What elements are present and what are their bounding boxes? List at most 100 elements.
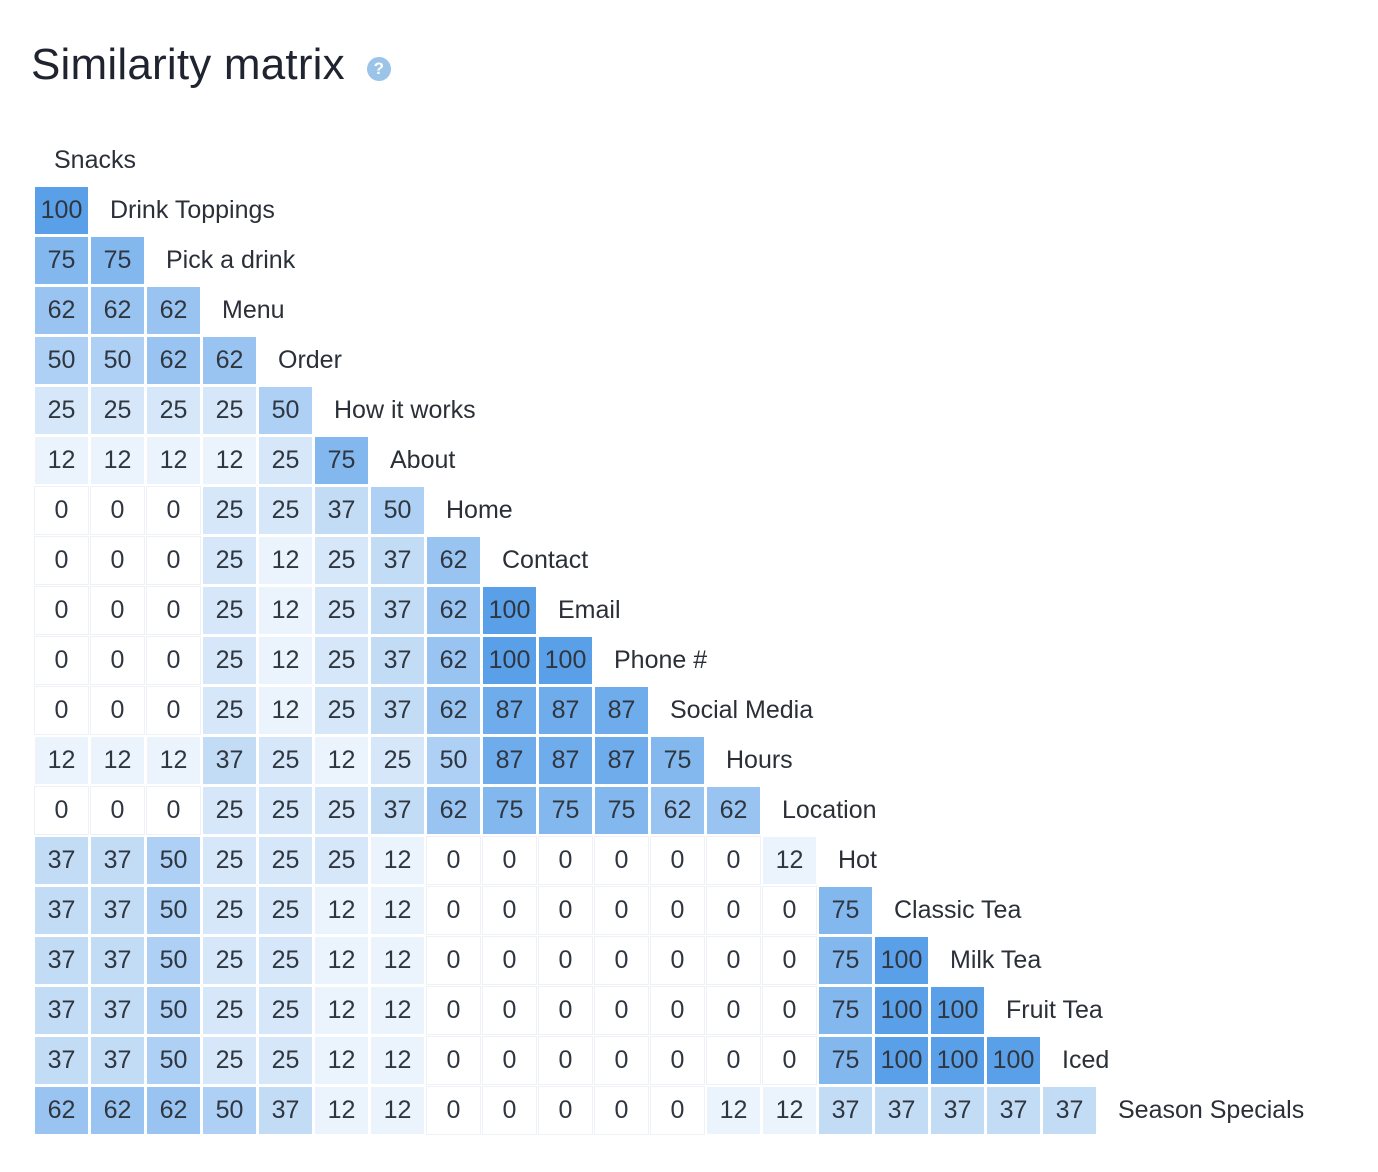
matrix-cell: 37 (90, 986, 145, 1035)
matrix-cell: 50 (146, 936, 201, 985)
matrix-cell: 37 (370, 686, 425, 735)
matrix-cell: 37 (370, 636, 425, 685)
matrix-cell: 37 (370, 536, 425, 585)
row-label: Milk Tea (950, 946, 1042, 974)
matrix-cell: 0 (426, 986, 481, 1035)
matrix-cell: 75 (482, 786, 537, 835)
matrix-cell: 0 (706, 886, 761, 935)
matrix-cell: 50 (202, 1086, 257, 1135)
help-icon[interactable]: ? (366, 57, 391, 81)
matrix-cell: 25 (202, 536, 257, 585)
matrix-cell: 100 (930, 986, 985, 1035)
row-label: Pick a drink (166, 246, 296, 274)
row-label: How it works (334, 396, 476, 424)
matrix-cell: 50 (146, 836, 201, 885)
matrix-cell: 75 (314, 436, 369, 485)
matrix-cell: 75 (650, 736, 705, 785)
matrix-cell: 62 (426, 536, 481, 585)
matrix-cell: 62 (146, 1086, 201, 1135)
matrix-cell: 75 (818, 936, 873, 985)
row-label: Social Media (670, 696, 814, 724)
matrix-cell: 37 (90, 886, 145, 935)
matrix-cell: 100 (34, 186, 89, 235)
matrix-cell: 62 (650, 786, 705, 835)
matrix-cell: 37 (90, 1036, 145, 1085)
row-label: Season Specials (1118, 1096, 1305, 1124)
matrix-cell: 50 (146, 986, 201, 1035)
matrix-cell: 75 (538, 786, 593, 835)
matrix-cell: 12 (258, 636, 313, 685)
matrix-cell: 12 (146, 436, 201, 485)
matrix-cell: 37 (818, 1086, 873, 1135)
matrix-cell: 0 (34, 636, 89, 685)
matrix-cell: 25 (202, 936, 257, 985)
matrix-cell: 0 (90, 586, 145, 635)
matrix-cell: 0 (594, 886, 649, 935)
matrix-cell: 100 (986, 1036, 1041, 1085)
matrix-cell: 25 (258, 1036, 313, 1085)
matrix-cell: 12 (34, 436, 89, 485)
matrix-cell: 25 (202, 636, 257, 685)
matrix-cell: 0 (34, 686, 89, 735)
matrix-cell: 0 (146, 486, 201, 535)
matrix-cell: 87 (594, 736, 649, 785)
matrix-cell: 75 (90, 236, 145, 285)
matrix-cell: 0 (650, 836, 705, 885)
matrix-cell: 25 (202, 1036, 257, 1085)
matrix-cell: 25 (258, 886, 313, 935)
matrix-cell: 0 (650, 1036, 705, 1085)
matrix-cell: 25 (202, 486, 257, 535)
matrix-cell: 0 (426, 886, 481, 935)
matrix-cell: 75 (818, 1036, 873, 1085)
matrix-cell: 25 (146, 386, 201, 435)
matrix-cell: 0 (146, 636, 201, 685)
matrix-cell: 25 (258, 486, 313, 535)
matrix-cell: 100 (874, 1036, 929, 1085)
matrix-cell: 0 (538, 1086, 593, 1135)
matrix-cell: 0 (146, 536, 201, 585)
matrix-cell: 37 (90, 936, 145, 985)
matrix-cell: 0 (594, 1086, 649, 1135)
matrix-cell: 100 (538, 636, 593, 685)
matrix-cell: 62 (706, 786, 761, 835)
matrix-cell: 25 (202, 686, 257, 735)
matrix-cell: 62 (146, 336, 201, 385)
matrix-cell: 12 (762, 1086, 817, 1135)
matrix-cell: 25 (370, 736, 425, 785)
matrix-cell: 12 (370, 1036, 425, 1085)
matrix-cell: 0 (650, 886, 705, 935)
matrix-cell: 75 (818, 986, 873, 1035)
row-label: Classic Tea (894, 896, 1022, 924)
matrix-cell: 0 (90, 636, 145, 685)
matrix-cell: 0 (594, 1036, 649, 1085)
matrix-cell: 0 (426, 936, 481, 985)
matrix-cell: 12 (706, 1086, 761, 1135)
matrix-cell: 12 (314, 1086, 369, 1135)
matrix-cell: 100 (930, 1036, 985, 1085)
matrix-cell: 25 (258, 786, 313, 835)
matrix-cell: 87 (538, 736, 593, 785)
matrix-cell: 0 (482, 886, 537, 935)
matrix-cell: 0 (146, 586, 201, 635)
matrix-cell: 0 (482, 1036, 537, 1085)
row-label: Order (278, 346, 342, 374)
matrix-cell: 87 (538, 686, 593, 735)
matrix-cell: 0 (538, 886, 593, 935)
row-label: Phone # (614, 646, 708, 674)
matrix-cell: 37 (34, 986, 89, 1035)
matrix-cell: 12 (370, 886, 425, 935)
matrix-cell: 25 (314, 786, 369, 835)
matrix-cell: 0 (762, 1036, 817, 1085)
matrix-cell: 100 (482, 586, 537, 635)
matrix-cell: 0 (426, 1086, 481, 1135)
header: Similarity matrix ? (31, 40, 391, 90)
matrix-cell: 0 (706, 986, 761, 1035)
matrix-cell: 25 (314, 586, 369, 635)
matrix-cell: 25 (314, 686, 369, 735)
matrix-cell: 12 (370, 1086, 425, 1135)
matrix-cell: 0 (762, 936, 817, 985)
matrix-cell: 37 (930, 1086, 985, 1135)
matrix-cell: 0 (482, 986, 537, 1035)
matrix-cell: 12 (34, 736, 89, 785)
matrix-cell: 25 (314, 636, 369, 685)
